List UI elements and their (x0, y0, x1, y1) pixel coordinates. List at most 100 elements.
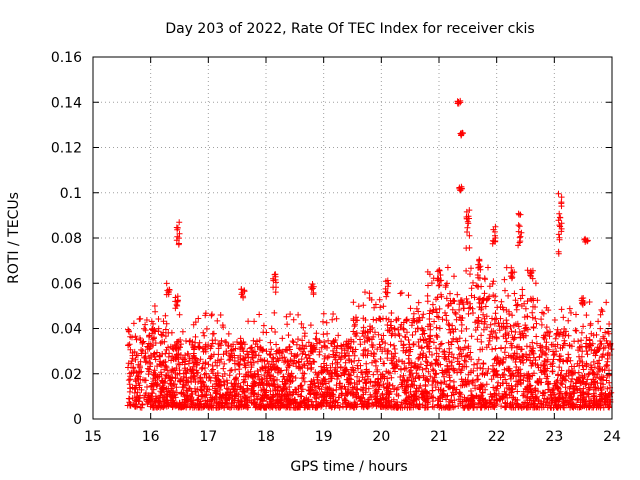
data-point (483, 381, 490, 388)
data-point (354, 386, 361, 393)
data-point (560, 314, 567, 321)
data-point (223, 385, 230, 392)
data-point (467, 300, 473, 307)
data-point (292, 386, 298, 393)
data-point (287, 372, 293, 379)
data-point (424, 359, 431, 366)
data-point (531, 402, 537, 408)
data-point (384, 289, 391, 296)
data-point (406, 359, 413, 366)
data-point (600, 374, 607, 381)
data-point (208, 396, 215, 403)
data-point (388, 310, 395, 316)
data-point (181, 356, 188, 363)
data-point (583, 361, 590, 368)
data-point (181, 361, 188, 368)
data-point (597, 341, 604, 348)
data-point (129, 352, 136, 359)
data-point (424, 395, 431, 402)
data-point (425, 404, 432, 411)
data-point (155, 316, 162, 322)
data-point (275, 357, 282, 364)
data-point (606, 379, 613, 386)
data-point (250, 349, 257, 356)
data-point (512, 297, 519, 304)
data-point (600, 404, 607, 411)
data-point (413, 305, 420, 312)
data-point (203, 325, 210, 332)
data-point (405, 337, 412, 343)
data-point (573, 327, 580, 334)
data-point (239, 345, 246, 351)
data-point (372, 387, 379, 394)
data-point (466, 232, 473, 239)
data-point (447, 290, 453, 297)
data-point (467, 349, 474, 356)
data-point (141, 354, 148, 361)
data-point (175, 361, 182, 367)
data-point (234, 339, 240, 345)
data-point (330, 338, 337, 345)
data-point (450, 328, 457, 335)
data-point (429, 403, 436, 410)
data-point (458, 367, 465, 374)
data-point (127, 346, 134, 353)
data-point (512, 359, 519, 365)
data-point (522, 322, 529, 329)
data-point (532, 280, 539, 287)
data-point (529, 314, 536, 321)
data-point (253, 393, 260, 400)
data-point (443, 317, 450, 324)
data-point (295, 336, 301, 343)
data-point (511, 350, 518, 357)
data-point (395, 384, 401, 391)
y-tick-label: 0.1 (60, 186, 82, 202)
data-point (151, 404, 157, 411)
data-point (566, 385, 573, 392)
data-point (301, 399, 308, 406)
data-point (520, 332, 527, 339)
data-point (595, 360, 601, 367)
data-point (475, 296, 482, 303)
data-point (465, 220, 472, 227)
data-point (143, 317, 150, 323)
data-point (130, 365, 137, 372)
data-point (548, 341, 555, 348)
data-point (227, 367, 234, 374)
data-point (350, 299, 357, 306)
data-point (292, 375, 299, 381)
data-point (477, 385, 484, 392)
data-point (468, 388, 474, 394)
data-point (434, 268, 441, 275)
data-point (432, 378, 439, 385)
data-point (285, 398, 292, 405)
data-point (518, 303, 525, 309)
data-point (499, 395, 506, 402)
data-point (435, 276, 442, 283)
data-point (599, 366, 606, 373)
data-point (471, 401, 478, 408)
data-point (391, 364, 398, 371)
data-point (205, 374, 212, 380)
data-point (608, 346, 615, 353)
data-point (470, 378, 477, 385)
data-point (247, 359, 254, 365)
data-point (186, 338, 193, 345)
data-point (370, 333, 377, 340)
data-point (304, 358, 311, 365)
data-point (605, 330, 612, 337)
data-point (461, 404, 468, 411)
data-point (209, 337, 216, 344)
data-point (281, 392, 288, 398)
data-point (241, 361, 248, 367)
data-point (417, 317, 423, 324)
data-point (308, 378, 315, 385)
x-tick-label: 24 (603, 429, 621, 445)
data-point (492, 293, 499, 300)
data-point (196, 375, 203, 381)
data-point (462, 358, 469, 365)
data-point (372, 301, 379, 308)
data-point (486, 335, 493, 342)
data-point (350, 404, 357, 411)
data-point (380, 373, 386, 380)
